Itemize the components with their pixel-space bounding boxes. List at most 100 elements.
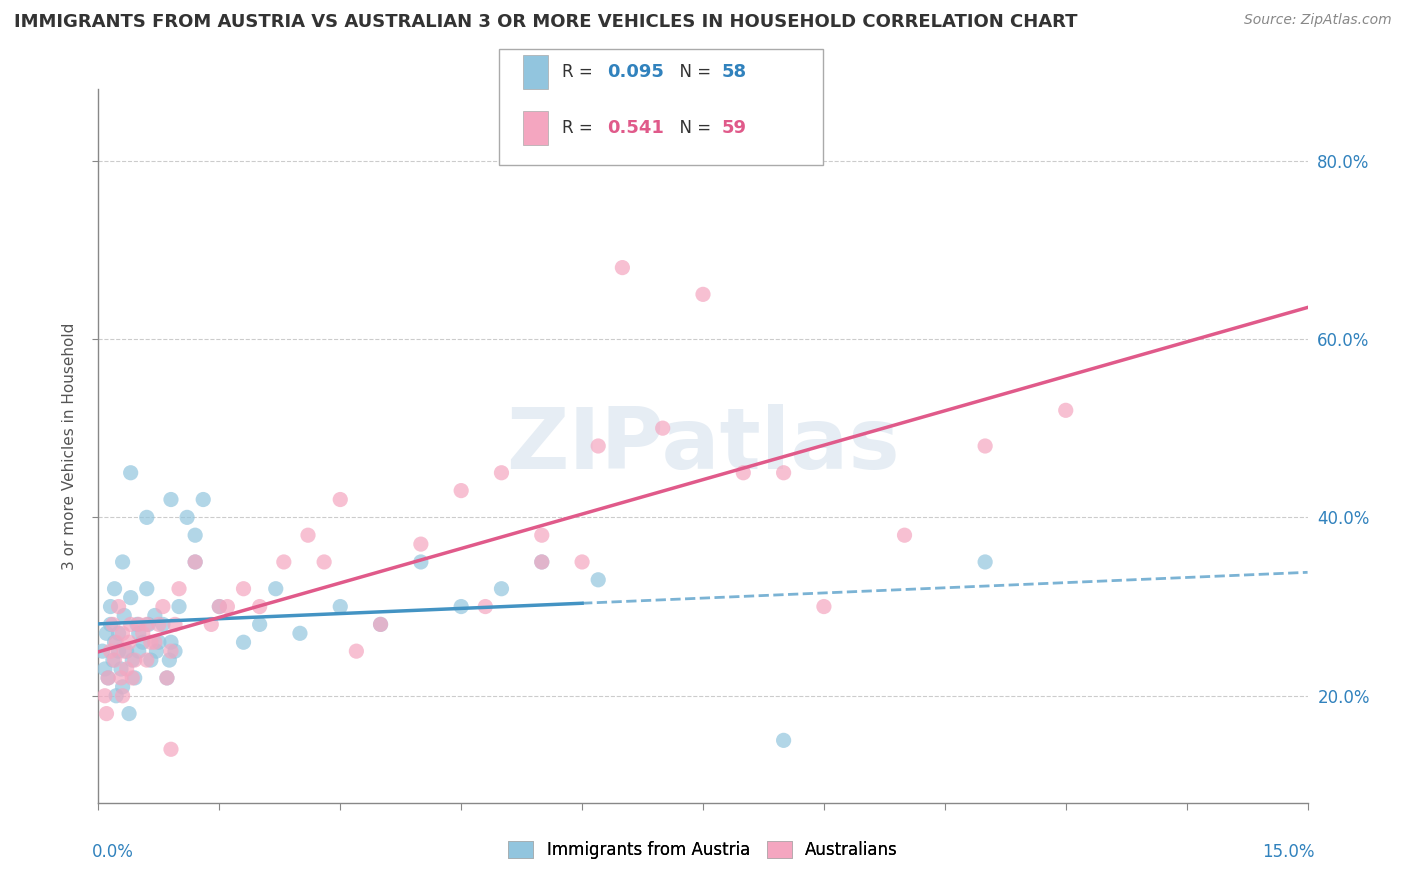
Point [118,706,141,721]
Point [128,617,150,632]
Point [813,599,835,614]
Text: 59: 59 [721,119,747,136]
Point [139,653,162,667]
Point [232,582,254,596]
Point [94,662,117,676]
Point [96,626,118,640]
Point [160,644,183,658]
Point [124,671,146,685]
Point [100,617,122,632]
Point [612,260,634,275]
Point [491,466,513,480]
Text: 0.095: 0.095 [607,63,664,81]
Point [103,653,125,667]
Point [152,617,174,632]
Point [772,733,794,747]
Point [249,617,271,632]
Point [135,582,157,596]
Point [110,662,132,676]
Point [692,287,714,301]
Text: R =: R = [562,63,599,81]
Text: 0.541: 0.541 [607,119,664,136]
Point [105,635,128,649]
Point [530,555,553,569]
Point [370,617,392,632]
Point [107,626,129,640]
Point [167,582,190,596]
Point [121,671,143,685]
Point [156,671,179,685]
Point [264,582,287,596]
Legend: Immigrants from Austria, Australians: Immigrants from Austria, Australians [502,834,904,866]
Point [344,644,367,658]
Point [107,644,129,658]
Point [120,466,142,480]
Text: R =: R = [562,119,599,136]
Point [217,599,239,614]
Point [160,492,183,507]
Point [107,599,129,614]
Point [100,599,122,614]
Point [409,555,432,569]
Point [103,582,125,596]
Text: 15.0%: 15.0% [1263,843,1315,861]
Point [193,492,215,507]
Text: IMMIGRANTS FROM AUSTRIA VS AUSTRALIAN 3 OR MORE VEHICLES IN HOUSEHOLD CORRELATIO: IMMIGRANTS FROM AUSTRIA VS AUSTRALIAN 3 … [14,13,1077,31]
Point [94,689,117,703]
Point [115,662,138,676]
Point [112,608,135,623]
Point [163,617,186,632]
Point [329,599,352,614]
Point [571,555,593,569]
Point [124,653,146,667]
Point [160,742,183,756]
Point [314,555,336,569]
Point [232,635,254,649]
Point [111,689,134,703]
Point [157,653,180,667]
Point [128,644,150,658]
Point [329,492,352,507]
Point [474,599,496,614]
Point [120,617,142,632]
Point [772,466,794,480]
Point [132,626,155,640]
Point [138,617,160,632]
Point [97,671,120,685]
Y-axis label: 3 or more Vehicles in Household: 3 or more Vehicles in Household [62,322,77,570]
Point [974,555,997,569]
Point [184,528,207,542]
Text: 58: 58 [721,63,747,81]
Point [143,608,166,623]
Point [127,617,149,632]
Point [143,635,166,649]
Point [184,555,207,569]
Point [118,635,141,649]
Point [530,555,553,569]
Point [370,617,392,632]
Text: Source: ZipAtlas.com: Source: ZipAtlas.com [1244,13,1392,28]
Point [132,635,155,649]
Point [273,555,295,569]
Point [148,617,170,632]
Point [176,510,198,524]
Point [586,573,609,587]
Point [893,528,915,542]
Point [974,439,997,453]
Point [101,653,124,667]
Point [148,635,170,649]
Point [135,653,157,667]
Point [91,644,114,658]
Point [105,689,128,703]
Point [530,528,553,542]
Point [184,555,207,569]
Point [163,644,186,658]
Point [450,483,472,498]
Point [288,626,311,640]
Point [135,510,157,524]
Point [111,680,134,694]
Point [152,599,174,614]
Point [115,644,138,658]
Point [651,421,673,435]
Point [167,599,190,614]
